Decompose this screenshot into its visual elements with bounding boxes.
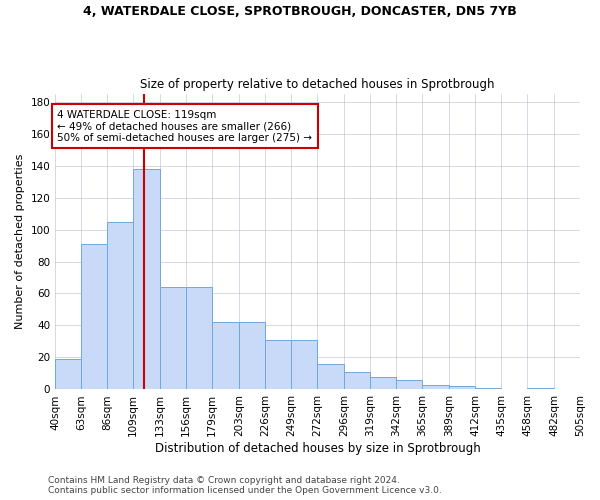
Title: Size of property relative to detached houses in Sprotbrough: Size of property relative to detached ho…: [140, 78, 495, 91]
Bar: [107, 222, 133, 390]
Bar: [370, 376, 396, 390]
Bar: [527, 388, 554, 390]
Bar: [239, 322, 265, 390]
Bar: [212, 322, 239, 390]
Bar: [317, 364, 344, 390]
Bar: [422, 384, 449, 390]
X-axis label: Distribution of detached houses by size in Sprotbrough: Distribution of detached houses by size …: [155, 442, 481, 455]
Y-axis label: Number of detached properties: Number of detached properties: [15, 154, 25, 329]
Bar: [186, 287, 212, 390]
Text: 4, WATERDALE CLOSE, SPROTBROUGH, DONCASTER, DN5 7YB: 4, WATERDALE CLOSE, SPROTBROUGH, DONCAST…: [83, 5, 517, 18]
Bar: [396, 380, 422, 390]
Bar: [265, 340, 291, 390]
Bar: [344, 372, 370, 390]
Bar: [81, 244, 107, 390]
Bar: [133, 168, 160, 390]
Bar: [449, 386, 475, 390]
Bar: [475, 388, 501, 390]
Text: 4 WATERDALE CLOSE: 119sqm
← 49% of detached houses are smaller (266)
50% of semi: 4 WATERDALE CLOSE: 119sqm ← 49% of detac…: [58, 110, 313, 143]
Text: Contains HM Land Registry data © Crown copyright and database right 2024.
Contai: Contains HM Land Registry data © Crown c…: [48, 476, 442, 495]
Bar: [55, 359, 81, 390]
Bar: [160, 287, 186, 390]
Bar: [291, 340, 317, 390]
